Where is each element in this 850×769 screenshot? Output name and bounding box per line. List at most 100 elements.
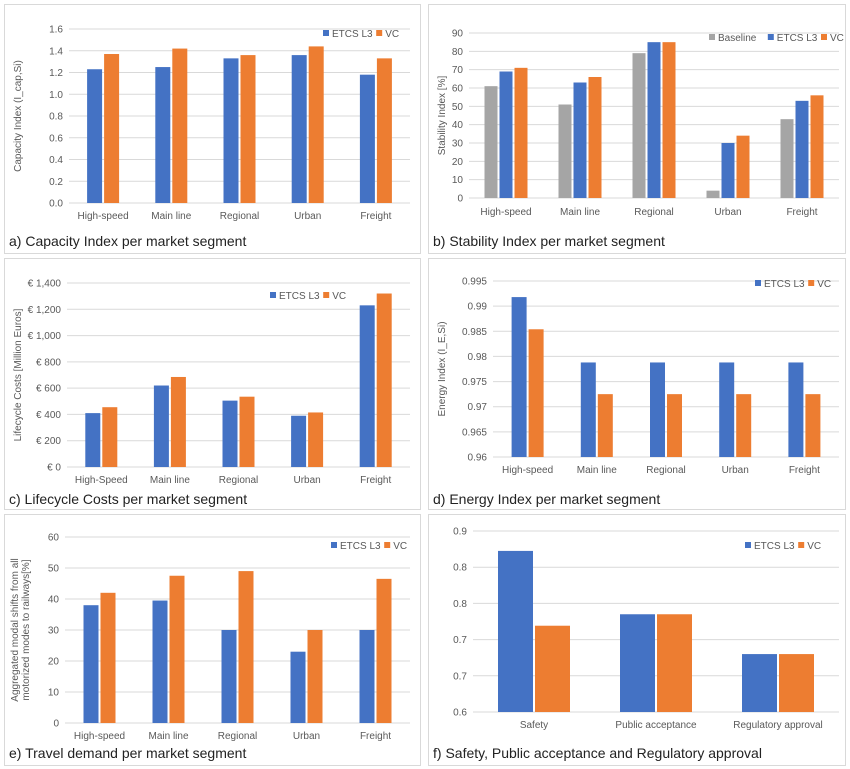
bar-etcs-l3-0 xyxy=(498,550,533,712)
legend-swatch xyxy=(709,34,715,40)
category-label: High-speed xyxy=(480,207,531,218)
legend-label: ETCS L3 xyxy=(279,291,320,302)
y-axis-label: Energy Index (I_E,Si) xyxy=(437,321,448,416)
bar-baseline-1 xyxy=(558,104,572,198)
bar-etcs-l3-2 xyxy=(647,42,661,198)
chart-capacity-index: 0.0 0.2 0.4 0.6 0.8 1.0 1.2 1.4 1.6 High-speed Mai… xyxy=(13,25,410,222)
panel-a: 0.0 0.2 0.4 0.6 0.8 1.0 1.2 1.4 1.6 High-speed Mai… xyxy=(4,4,421,254)
category-label: Main line xyxy=(560,207,600,218)
category-label: Urban xyxy=(293,475,320,486)
category-label: Main line xyxy=(150,475,190,486)
bar-vc-0 xyxy=(104,54,120,204)
category-label: High-speed xyxy=(502,465,553,476)
bar-etcs-l3-1 xyxy=(153,385,169,467)
panel-e: 0 10 20 30 40 50 60 High-speed Main line Regional… xyxy=(4,514,421,766)
y-tick-label: 0 xyxy=(457,194,463,205)
y-axis-label: Stability Index [%] xyxy=(437,76,448,156)
legend-swatch xyxy=(767,34,774,40)
legend-label: ETCS L3 xyxy=(340,541,381,552)
y-tick-label: 0.975 xyxy=(462,377,487,388)
y-tick-label: 0.2 xyxy=(49,177,63,188)
y-tick-label: 0.965 xyxy=(462,427,487,438)
bar-etcs-l3-2 xyxy=(223,58,239,203)
y-tick-label: 80 xyxy=(452,47,464,58)
y-tick-label: 10 xyxy=(452,175,464,186)
bar-vc-1 xyxy=(657,614,692,712)
bar-etcs-l3-4 xyxy=(359,630,375,723)
y-tick-label: 0.6 xyxy=(453,708,467,719)
bar-etcs-l3-4 xyxy=(359,74,375,203)
bar-vc-1 xyxy=(169,575,185,723)
y-tick-label: 40 xyxy=(48,595,60,606)
bar-vc-2 xyxy=(662,42,676,198)
chart-stability-index: 0 10 20 30 40 50 60 70 80 90 High-speed Main line Re… xyxy=(437,29,844,219)
y-tick-label: 40 xyxy=(452,120,464,131)
bar-vc-4 xyxy=(805,394,821,457)
y-tick-label: € 200 xyxy=(36,436,61,447)
category-label: Regional xyxy=(634,207,673,218)
bar-vc-1 xyxy=(170,376,186,467)
bar-etcs-l3-3 xyxy=(290,651,306,723)
bar-vc-3 xyxy=(736,394,752,457)
y-tick-label: 0 xyxy=(53,719,59,730)
legend-label: VC xyxy=(817,279,831,290)
y-tick-label: 1.6 xyxy=(49,25,63,36)
chart-safety-acceptance-approval: 0.6 0.7 0.7 0.8 0.8 0.9 Safety Public acceptanc… xyxy=(453,527,839,731)
y-tick-label: 30 xyxy=(48,626,60,637)
y-tick-label: 70 xyxy=(452,65,464,76)
category-label: Urban xyxy=(294,211,321,222)
bar-etcs-l3-0 xyxy=(85,413,101,467)
y-tick-label: 0.6 xyxy=(49,133,63,144)
bar-vc-1 xyxy=(597,394,613,457)
y-tick-label: 1.4 xyxy=(49,46,63,57)
panel-f: 0.6 0.7 0.7 0.8 0.8 0.9 Safety Public acceptanc… xyxy=(428,514,846,766)
y-tick-label: 0.4 xyxy=(49,155,63,166)
category-label: Regional xyxy=(646,465,685,476)
y-tick-label: 50 xyxy=(48,564,60,575)
panel-c: € 0 € 200 € 400 € 600 € 800 € 1,000 € 1,200 € 1… xyxy=(4,258,421,510)
legend-label: ETCS L3 xyxy=(764,279,805,290)
bar-vc-0 xyxy=(102,407,118,467)
y-tick-label: 50 xyxy=(452,102,464,113)
bar-etcs-l3-2 xyxy=(221,630,237,723)
y-axis-label: Capacity Index (I_cap,Si) xyxy=(13,60,24,172)
bar-baseline-0 xyxy=(484,86,498,198)
y-axis-label: motorized modes to railways[%] xyxy=(21,559,32,700)
chart-travel-demand: 0 10 20 30 40 50 60 High-speed Main line Regional… xyxy=(10,533,410,742)
y-tick-label: 0.8 xyxy=(49,112,63,123)
legend-swatch xyxy=(755,280,761,286)
category-label: Freight xyxy=(360,211,391,222)
bar-etcs-l3-0 xyxy=(511,297,527,457)
bar-etcs-l3-0 xyxy=(83,605,99,723)
y-tick-label: € 600 xyxy=(36,384,61,395)
bar-etcs-l3-4 xyxy=(788,362,804,457)
bar-vc-3 xyxy=(736,135,750,198)
y-tick-label: 0.7 xyxy=(453,635,467,646)
y-tick-label: 30 xyxy=(452,139,464,150)
panel-f-title: f) Safety, Public acceptance and Regulat… xyxy=(433,745,762,761)
bar-vc-4 xyxy=(376,293,392,467)
y-axis-label: Aggregated modal shifts from all xyxy=(10,558,21,701)
y-tick-label: 10 xyxy=(48,688,60,699)
y-tick-label: 20 xyxy=(452,157,464,168)
chart-lifecycle-costs: € 0 € 200 € 400 € 600 € 800 € 1,000 € 1,200 € 1… xyxy=(13,279,410,486)
bar-baseline-2 xyxy=(632,53,646,198)
bar-vc-2 xyxy=(667,394,682,457)
category-label: Freight xyxy=(360,731,391,742)
bar-vc-0 xyxy=(514,67,528,198)
bar-etcs-l3-3 xyxy=(719,362,735,457)
bar-etcs-l3-1 xyxy=(580,362,596,457)
category-label: Regional xyxy=(220,211,259,222)
category-label: Freight xyxy=(789,465,820,476)
y-tick-label: 90 xyxy=(452,29,464,40)
bar-vc-1 xyxy=(588,77,602,198)
bar-etcs-l3-1 xyxy=(620,614,655,712)
panel-e-title: e) Travel demand per market segment xyxy=(9,745,247,761)
bar-etcs-l3-1 xyxy=(155,67,171,203)
panel-a-title: a) Capacity Index per market segment xyxy=(9,233,247,249)
y-tick-label: € 400 xyxy=(36,410,61,421)
y-tick-label: 0.8 xyxy=(453,563,467,574)
y-axis-label: Lifecycle Costs [Million Euros] xyxy=(13,308,24,441)
bar-etcs-l3-1 xyxy=(573,82,587,198)
y-tick-label: 0.0 xyxy=(49,199,63,210)
